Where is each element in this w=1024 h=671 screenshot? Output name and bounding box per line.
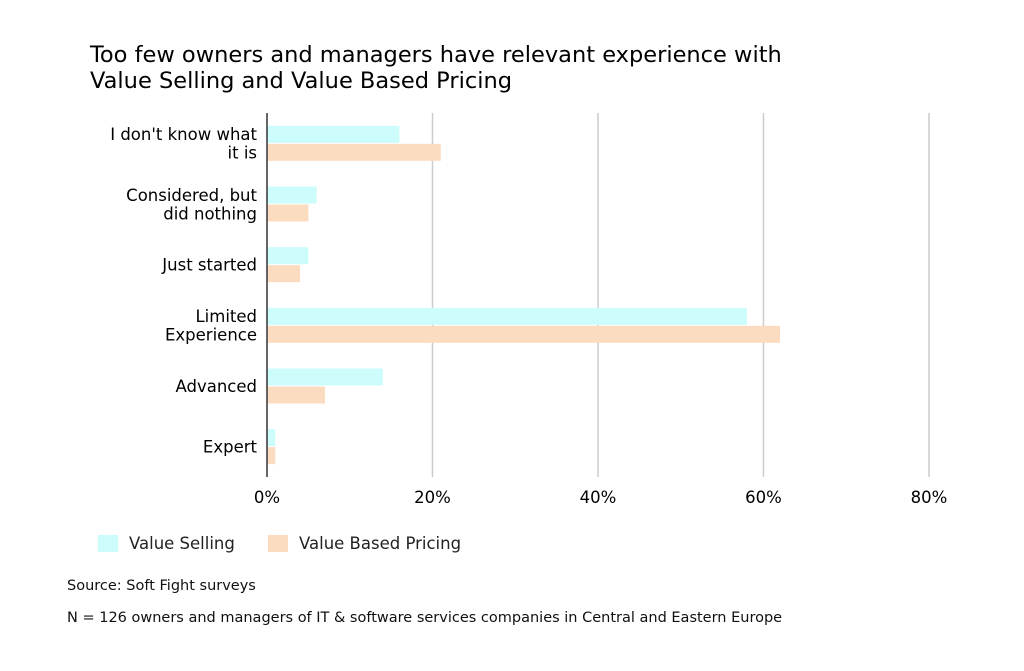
bar-value-selling — [267, 125, 400, 143]
category-label: I don't know what — [110, 125, 257, 144]
source-note: Source: Soft Fight surveys — [67, 578, 256, 594]
legend-label: Value Based Pricing — [299, 534, 461, 553]
category-label: did nothing — [163, 204, 257, 223]
bar-value-selling — [267, 368, 383, 386]
bar-value-based-pricing — [267, 204, 309, 222]
legend: Value Selling Value Based Pricing — [98, 534, 461, 553]
sample-note: N = 126 owners and managers of IT & soft… — [67, 610, 783, 626]
category-label: Considered, but — [126, 186, 257, 205]
category-label: Experience — [165, 326, 257, 345]
x-tick-label: 60% — [745, 488, 782, 507]
x-tick-label: 20% — [414, 488, 451, 507]
x-tick-label: 0% — [254, 488, 280, 507]
chart-title-line: Too few owners and managers have relevan… — [89, 42, 782, 68]
legend-swatch — [268, 535, 288, 552]
bar-value-based-pricing — [267, 447, 276, 465]
bar-value-based-pricing — [267, 143, 441, 161]
x-tick-labels: 0% 20% 40% 60% 80% — [254, 488, 947, 507]
grid-lines — [431, 113, 930, 477]
bars — [267, 125, 781, 465]
bar-value-selling — [267, 186, 317, 204]
bar-value-selling — [267, 247, 309, 265]
legend-label: Value Selling — [129, 534, 235, 553]
category-label: Expert — [203, 438, 258, 457]
legend-swatch — [98, 535, 118, 552]
chart-title: Too few owners and managers have relevan… — [89, 42, 782, 94]
bar-value-based-pricing — [267, 386, 325, 404]
category-label: Just started — [161, 256, 257, 275]
chart-title-line: Value Selling and Value Based Pricing — [90, 68, 512, 94]
category-label: Limited — [195, 307, 257, 326]
x-tick-label: 80% — [911, 488, 948, 507]
bar-value-based-pricing — [267, 325, 781, 343]
category-label: Advanced — [175, 377, 257, 396]
bar-value-selling — [267, 307, 747, 325]
category-label: it is — [228, 144, 257, 163]
x-tick-label: 40% — [580, 488, 617, 507]
bar-value-based-pricing — [267, 265, 301, 283]
bar-value-selling — [267, 429, 276, 447]
